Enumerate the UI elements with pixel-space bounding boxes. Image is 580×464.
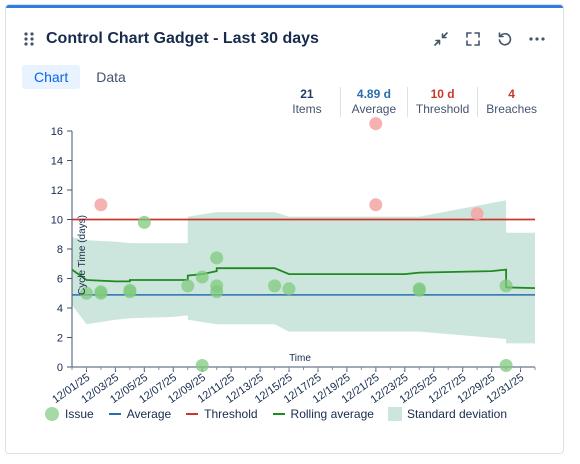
y-tick-label: 8 [57, 244, 63, 256]
stat-threshold-value: 10 d [430, 87, 455, 101]
legend-item-threshold[interactable]: Threshold [185, 407, 258, 421]
issue-point[interactable] [499, 279, 513, 293]
gadget-title: Control Chart Gadget - Last 30 days [46, 30, 319, 47]
issue-point[interactable] [268, 279, 282, 293]
y-axis-label: Cycle Time (days) [77, 215, 88, 295]
stat-breaches-value: 4 [508, 87, 515, 101]
issue-point[interactable] [412, 283, 426, 297]
issue-point[interactable] [181, 279, 195, 293]
gadget-actions [431, 29, 547, 49]
x-axis-label: Time [289, 353, 311, 364]
refresh-icon [498, 32, 512, 46]
more-icon [529, 37, 545, 41]
tab-chart[interactable]: Chart [22, 65, 81, 89]
legend-issue-swatch [45, 407, 59, 421]
legend-rolling-swatch [272, 413, 285, 415]
issue-point[interactable] [137, 215, 151, 229]
drag-handle-icon[interactable] [22, 31, 36, 47]
fullscreen-icon [466, 32, 480, 46]
rolling-average-line [71, 267, 536, 289]
stat-breaches-label: Breaches [486, 102, 537, 116]
legend-threshold-label: Threshold [204, 407, 258, 421]
issue-point[interactable] [80, 286, 93, 300]
issue-point[interactable] [195, 270, 209, 284]
y-tick-label: 10 [51, 215, 63, 227]
gadget-header: Control Chart Gadget - Last 30 days [22, 25, 547, 53]
issue-point[interactable] [210, 285, 224, 299]
issue-point[interactable] [210, 251, 224, 265]
stat-threshold: 10 d Threshold [406, 87, 477, 117]
refresh-button[interactable] [495, 29, 515, 49]
chart-legend: Issue Average Threshold Rolling average … [44, 406, 507, 422]
summary-stats: 21 Items 4.89 d Average 10 d Threshold 4… [274, 87, 545, 117]
std-dev-band [72, 200, 535, 344]
legend-average-swatch [108, 413, 121, 415]
stat-average: 4.89 d Average [339, 87, 407, 117]
legend-item-issue[interactable]: Issue [44, 406, 94, 422]
fullscreen-button[interactable] [463, 29, 483, 49]
stat-items-label: Items [292, 102, 322, 116]
minimize-button[interactable] [431, 29, 451, 49]
stat-breaches: 4 Breaches [477, 87, 545, 117]
legend-item-rolling[interactable]: Rolling average [272, 407, 374, 421]
y-tick-label: 4 [57, 303, 63, 315]
y-tick-label: 6 [57, 274, 63, 286]
y-tick-label: 12 [51, 185, 63, 197]
more-actions-button[interactable] [527, 29, 547, 49]
legend-stddev-swatch [387, 407, 402, 421]
legend-item-stddev[interactable]: Standard deviation [387, 407, 508, 421]
legend-issue-label: Issue [65, 407, 94, 421]
stat-average-value: 4.89 d [356, 87, 391, 101]
stat-items: 21 Items [274, 87, 340, 117]
y-tick-label: 0 [57, 362, 63, 374]
legend-item-average[interactable]: Average [108, 407, 171, 421]
y-tick-label: 16 [51, 126, 63, 138]
issue-point[interactable] [123, 283, 137, 297]
breach-point[interactable] [369, 198, 383, 212]
issue-point[interactable] [94, 286, 108, 300]
issue-point[interactable] [499, 359, 513, 372]
stat-average-label: Average [351, 102, 397, 116]
legend-stddev-label: Standard deviation [406, 407, 508, 421]
y-tick-label: 14 [51, 156, 63, 168]
breach-point[interactable] [94, 198, 108, 212]
legend-threshold-swatch [186, 413, 199, 415]
legend-rolling-label: Rolling average [290, 407, 374, 421]
breach-point[interactable] [470, 207, 484, 221]
y-tick-label: 2 [57, 333, 63, 345]
issue-point[interactable] [282, 282, 296, 296]
tab-data[interactable]: Data [96, 69, 126, 85]
view-tabs: Chart Data [22, 65, 138, 89]
stat-items-value: 21 [300, 87, 314, 101]
issue-point[interactable] [195, 359, 209, 372]
stat-threshold-label: Threshold [415, 102, 470, 116]
minimize-icon [434, 32, 448, 46]
breach-point[interactable] [369, 117, 383, 131]
legend-average-label: Average [126, 407, 172, 421]
gadget-accent-bar [6, 5, 563, 8]
